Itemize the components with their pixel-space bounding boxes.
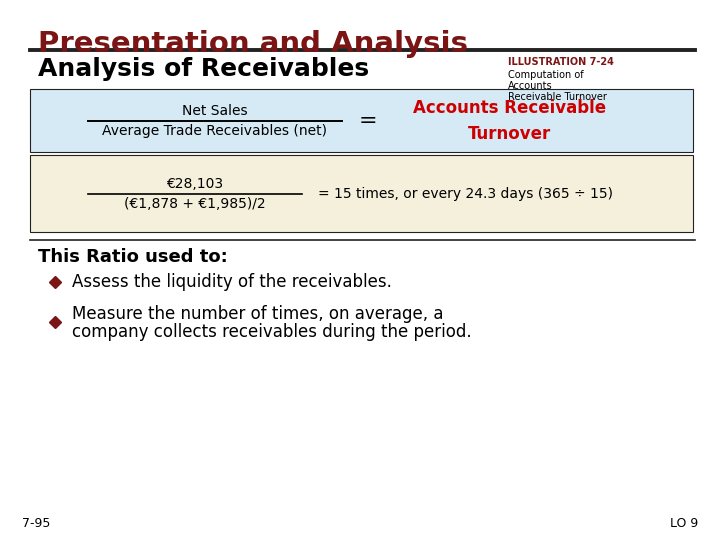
Text: Receivable Turnover: Receivable Turnover — [508, 92, 607, 102]
Text: =: = — [359, 111, 377, 131]
Text: = 15 times, or every 24.3 days (365 ÷ 15): = 15 times, or every 24.3 days (365 ÷ 15… — [318, 187, 613, 201]
Text: 7-95: 7-95 — [22, 517, 50, 530]
Text: Assess the liquidity of the receivables.: Assess the liquidity of the receivables. — [72, 273, 392, 291]
Text: €28,103: €28,103 — [166, 177, 224, 191]
Text: Turnover: Turnover — [469, 125, 552, 143]
Text: Average Trade Receivables (net): Average Trade Receivables (net) — [102, 124, 328, 138]
Text: Accounts: Accounts — [508, 81, 553, 91]
Bar — [30, 89, 693, 152]
Text: ILLUSTRATION 7-24: ILLUSTRATION 7-24 — [508, 57, 614, 67]
Text: company collects receivables during the period.: company collects receivables during the … — [72, 323, 472, 341]
Text: Computation of: Computation of — [508, 70, 584, 80]
Text: Accounts Receivable: Accounts Receivable — [413, 99, 606, 117]
Text: Net Sales: Net Sales — [182, 104, 248, 118]
Text: (€1,878 + €1,985)/2: (€1,878 + €1,985)/2 — [124, 197, 266, 211]
Bar — [30, 155, 693, 232]
Text: Presentation and Analysis: Presentation and Analysis — [38, 30, 468, 58]
Text: LO 9: LO 9 — [670, 517, 698, 530]
Text: Analysis of Receivables: Analysis of Receivables — [38, 57, 369, 81]
Text: Measure the number of times, on average, a: Measure the number of times, on average,… — [72, 305, 444, 323]
Text: This Ratio used to:: This Ratio used to: — [38, 248, 228, 266]
